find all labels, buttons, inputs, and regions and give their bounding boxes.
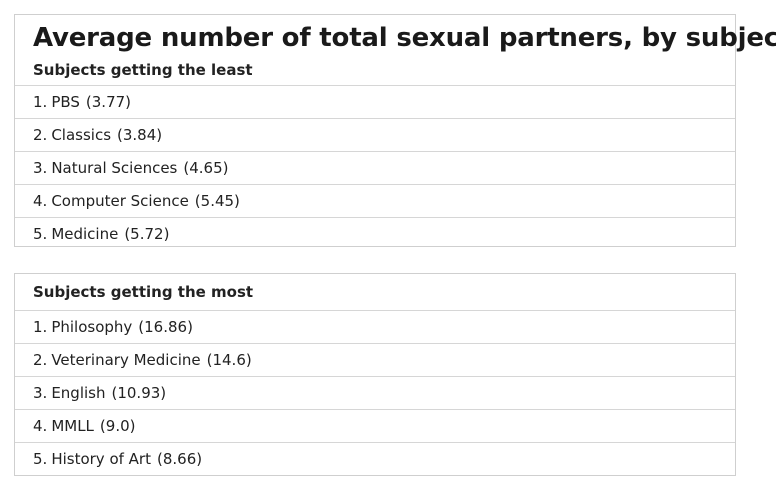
row-rank: 3. [33,384,48,402]
row-subject: Medicine [51,225,119,243]
row-subject: Classics [51,126,112,144]
row-value: (16.86) [138,318,193,336]
row-value: (14.6) [206,351,252,369]
row-rank: 2. [33,351,48,369]
row-subject: English [51,384,106,402]
row-value: (10.93) [111,384,167,402]
least-subjects-table: Average number of total sexual partners,… [14,14,776,250]
row-value: (9.0) [99,417,136,435]
table-row: 1. PBS (3.77) [15,85,735,118]
row-rank: 4. [33,192,48,210]
table-row: 1. Philosophy (16.86) [15,310,735,343]
row-value: (3.84) [117,126,163,144]
table-row: 5. Medicine (5.72) [15,217,735,250]
row-rank: 1. [33,93,48,111]
row-value: (3.77) [85,93,132,111]
row-rank: 1. [33,318,48,336]
row-value: (4.65) [183,159,229,177]
row-subject: PBS [51,93,80,111]
row-rank: 5. [33,225,48,243]
most-subjects-table: Subjects getting the most 1. Philosophy … [14,273,736,476]
row-subject: History of Art [51,450,151,468]
row-subject: Veterinary Medicine [51,351,201,369]
table-row: 4. Computer Science (5.45) [15,184,735,217]
row-value: (8.66) [156,450,203,468]
most-section-heading: Subjects getting the most [33,283,254,301]
row-rank: 4. [33,417,48,435]
row-subject: Philosophy [51,318,133,336]
row-subject: Natural Sciences [51,159,178,177]
row-rank: 2. [33,126,48,144]
table-row: 4. MMLL (9.0) [15,409,735,442]
row-rank: 3. [33,159,48,177]
table-row: 3. English (10.93) [15,376,735,409]
row-value: (5.72) [124,225,170,243]
table-row: 3. Natural Sciences (4.65) [15,151,735,184]
table-row: 2. Veterinary Medicine (14.6) [15,343,735,376]
row-subject: MMLL [51,417,94,435]
row-subject: Computer Science [51,192,189,210]
row-value: (5.45) [194,192,240,210]
table-row: 5. History of Art (8.66) [15,442,735,475]
table-row: 2. Classics (3.84) [15,118,735,151]
least-section-heading: Subjects getting the least [33,61,253,79]
row-rank: 5. [33,450,48,468]
page-title: Average number of total sexual partners,… [33,23,776,53]
